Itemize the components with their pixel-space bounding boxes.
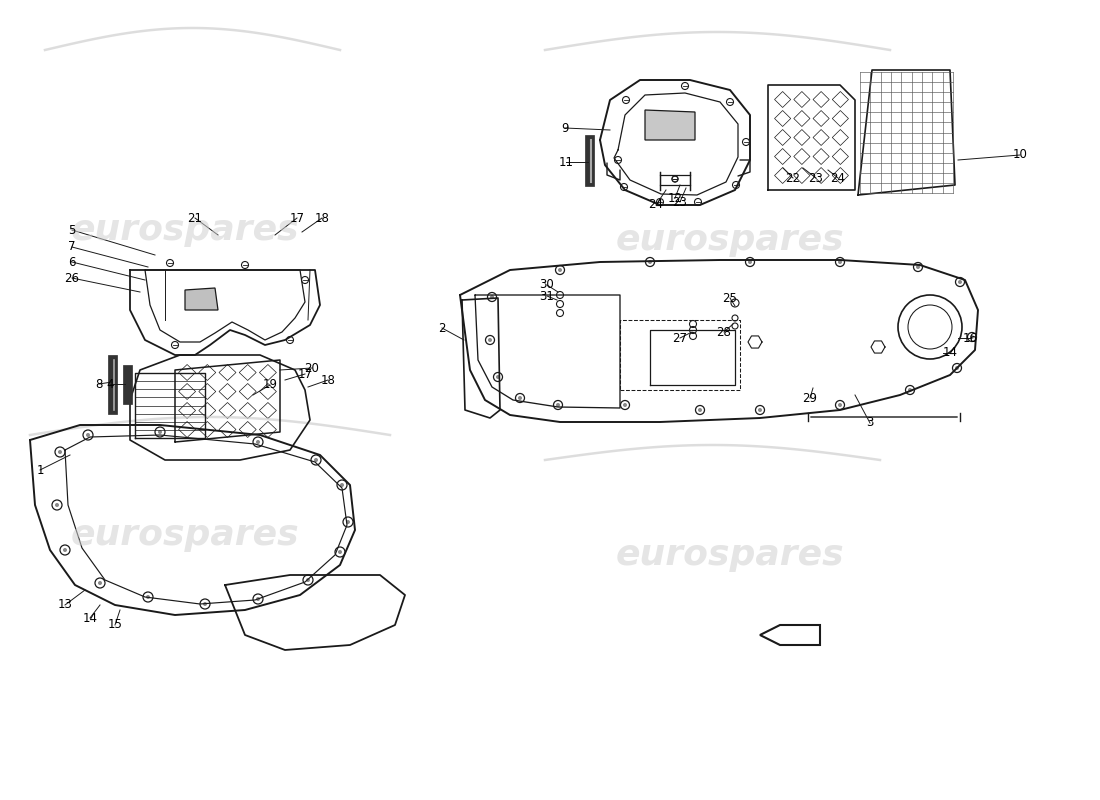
Text: 6: 6 <box>68 255 76 269</box>
Polygon shape <box>645 110 695 140</box>
Circle shape <box>306 578 310 582</box>
Text: eurospares: eurospares <box>70 518 299 552</box>
Text: 22: 22 <box>785 171 801 185</box>
Text: 15: 15 <box>108 618 122 631</box>
Circle shape <box>758 408 762 412</box>
Circle shape <box>556 403 560 407</box>
Text: 8: 8 <box>96 378 102 390</box>
Text: 14: 14 <box>943 346 957 359</box>
Circle shape <box>256 440 260 444</box>
Circle shape <box>958 280 962 284</box>
Circle shape <box>648 260 652 264</box>
Text: 23: 23 <box>672 195 688 209</box>
Circle shape <box>346 520 350 524</box>
Text: 27: 27 <box>672 331 688 345</box>
Text: eurospares: eurospares <box>70 213 299 247</box>
Text: 18: 18 <box>315 211 329 225</box>
Circle shape <box>98 581 102 585</box>
Text: 7: 7 <box>68 241 76 254</box>
Circle shape <box>314 458 318 462</box>
Text: 1: 1 <box>36 463 44 477</box>
Text: 25: 25 <box>723 291 737 305</box>
Text: 17: 17 <box>289 211 305 225</box>
Text: 26: 26 <box>65 271 79 285</box>
Circle shape <box>340 483 344 487</box>
Text: 12: 12 <box>668 191 682 205</box>
Text: 14: 14 <box>82 611 98 625</box>
Text: 11: 11 <box>559 155 573 169</box>
Polygon shape <box>185 288 218 310</box>
Circle shape <box>623 403 627 407</box>
Text: 13: 13 <box>57 598 73 611</box>
Text: 16: 16 <box>962 331 978 345</box>
Circle shape <box>955 366 959 370</box>
Circle shape <box>916 265 920 269</box>
Text: 3: 3 <box>867 417 873 430</box>
Text: 17: 17 <box>297 367 312 381</box>
Text: eurospares: eurospares <box>616 538 845 572</box>
Text: 28: 28 <box>716 326 732 338</box>
Text: 10: 10 <box>1013 149 1027 162</box>
Text: 23: 23 <box>808 171 824 185</box>
Text: 2: 2 <box>438 322 446 334</box>
Text: 24: 24 <box>649 198 663 211</box>
Circle shape <box>748 260 752 264</box>
Circle shape <box>58 450 62 454</box>
Circle shape <box>55 503 59 507</box>
Circle shape <box>488 338 492 342</box>
Text: 21: 21 <box>187 211 202 225</box>
Text: 31: 31 <box>540 290 554 302</box>
Text: 19: 19 <box>263 378 277 391</box>
Circle shape <box>518 396 522 400</box>
Circle shape <box>158 430 162 434</box>
Circle shape <box>496 375 500 379</box>
Circle shape <box>698 408 702 412</box>
Text: 24: 24 <box>830 171 846 185</box>
Circle shape <box>490 295 494 299</box>
Circle shape <box>204 602 207 606</box>
Circle shape <box>86 433 90 437</box>
Circle shape <box>838 403 842 407</box>
Circle shape <box>838 260 842 264</box>
Circle shape <box>256 597 260 601</box>
Text: 5: 5 <box>68 223 76 237</box>
Circle shape <box>63 548 67 552</box>
Circle shape <box>908 388 912 392</box>
Circle shape <box>338 550 342 554</box>
Text: 4: 4 <box>107 378 113 390</box>
Circle shape <box>146 595 150 599</box>
Text: eurospares: eurospares <box>616 223 845 257</box>
Circle shape <box>970 335 974 339</box>
Circle shape <box>558 268 562 272</box>
Text: 18: 18 <box>320 374 336 386</box>
Text: 30: 30 <box>540 278 554 291</box>
Text: 29: 29 <box>803 391 817 405</box>
Text: 20: 20 <box>305 362 319 374</box>
Text: 9: 9 <box>561 122 569 134</box>
